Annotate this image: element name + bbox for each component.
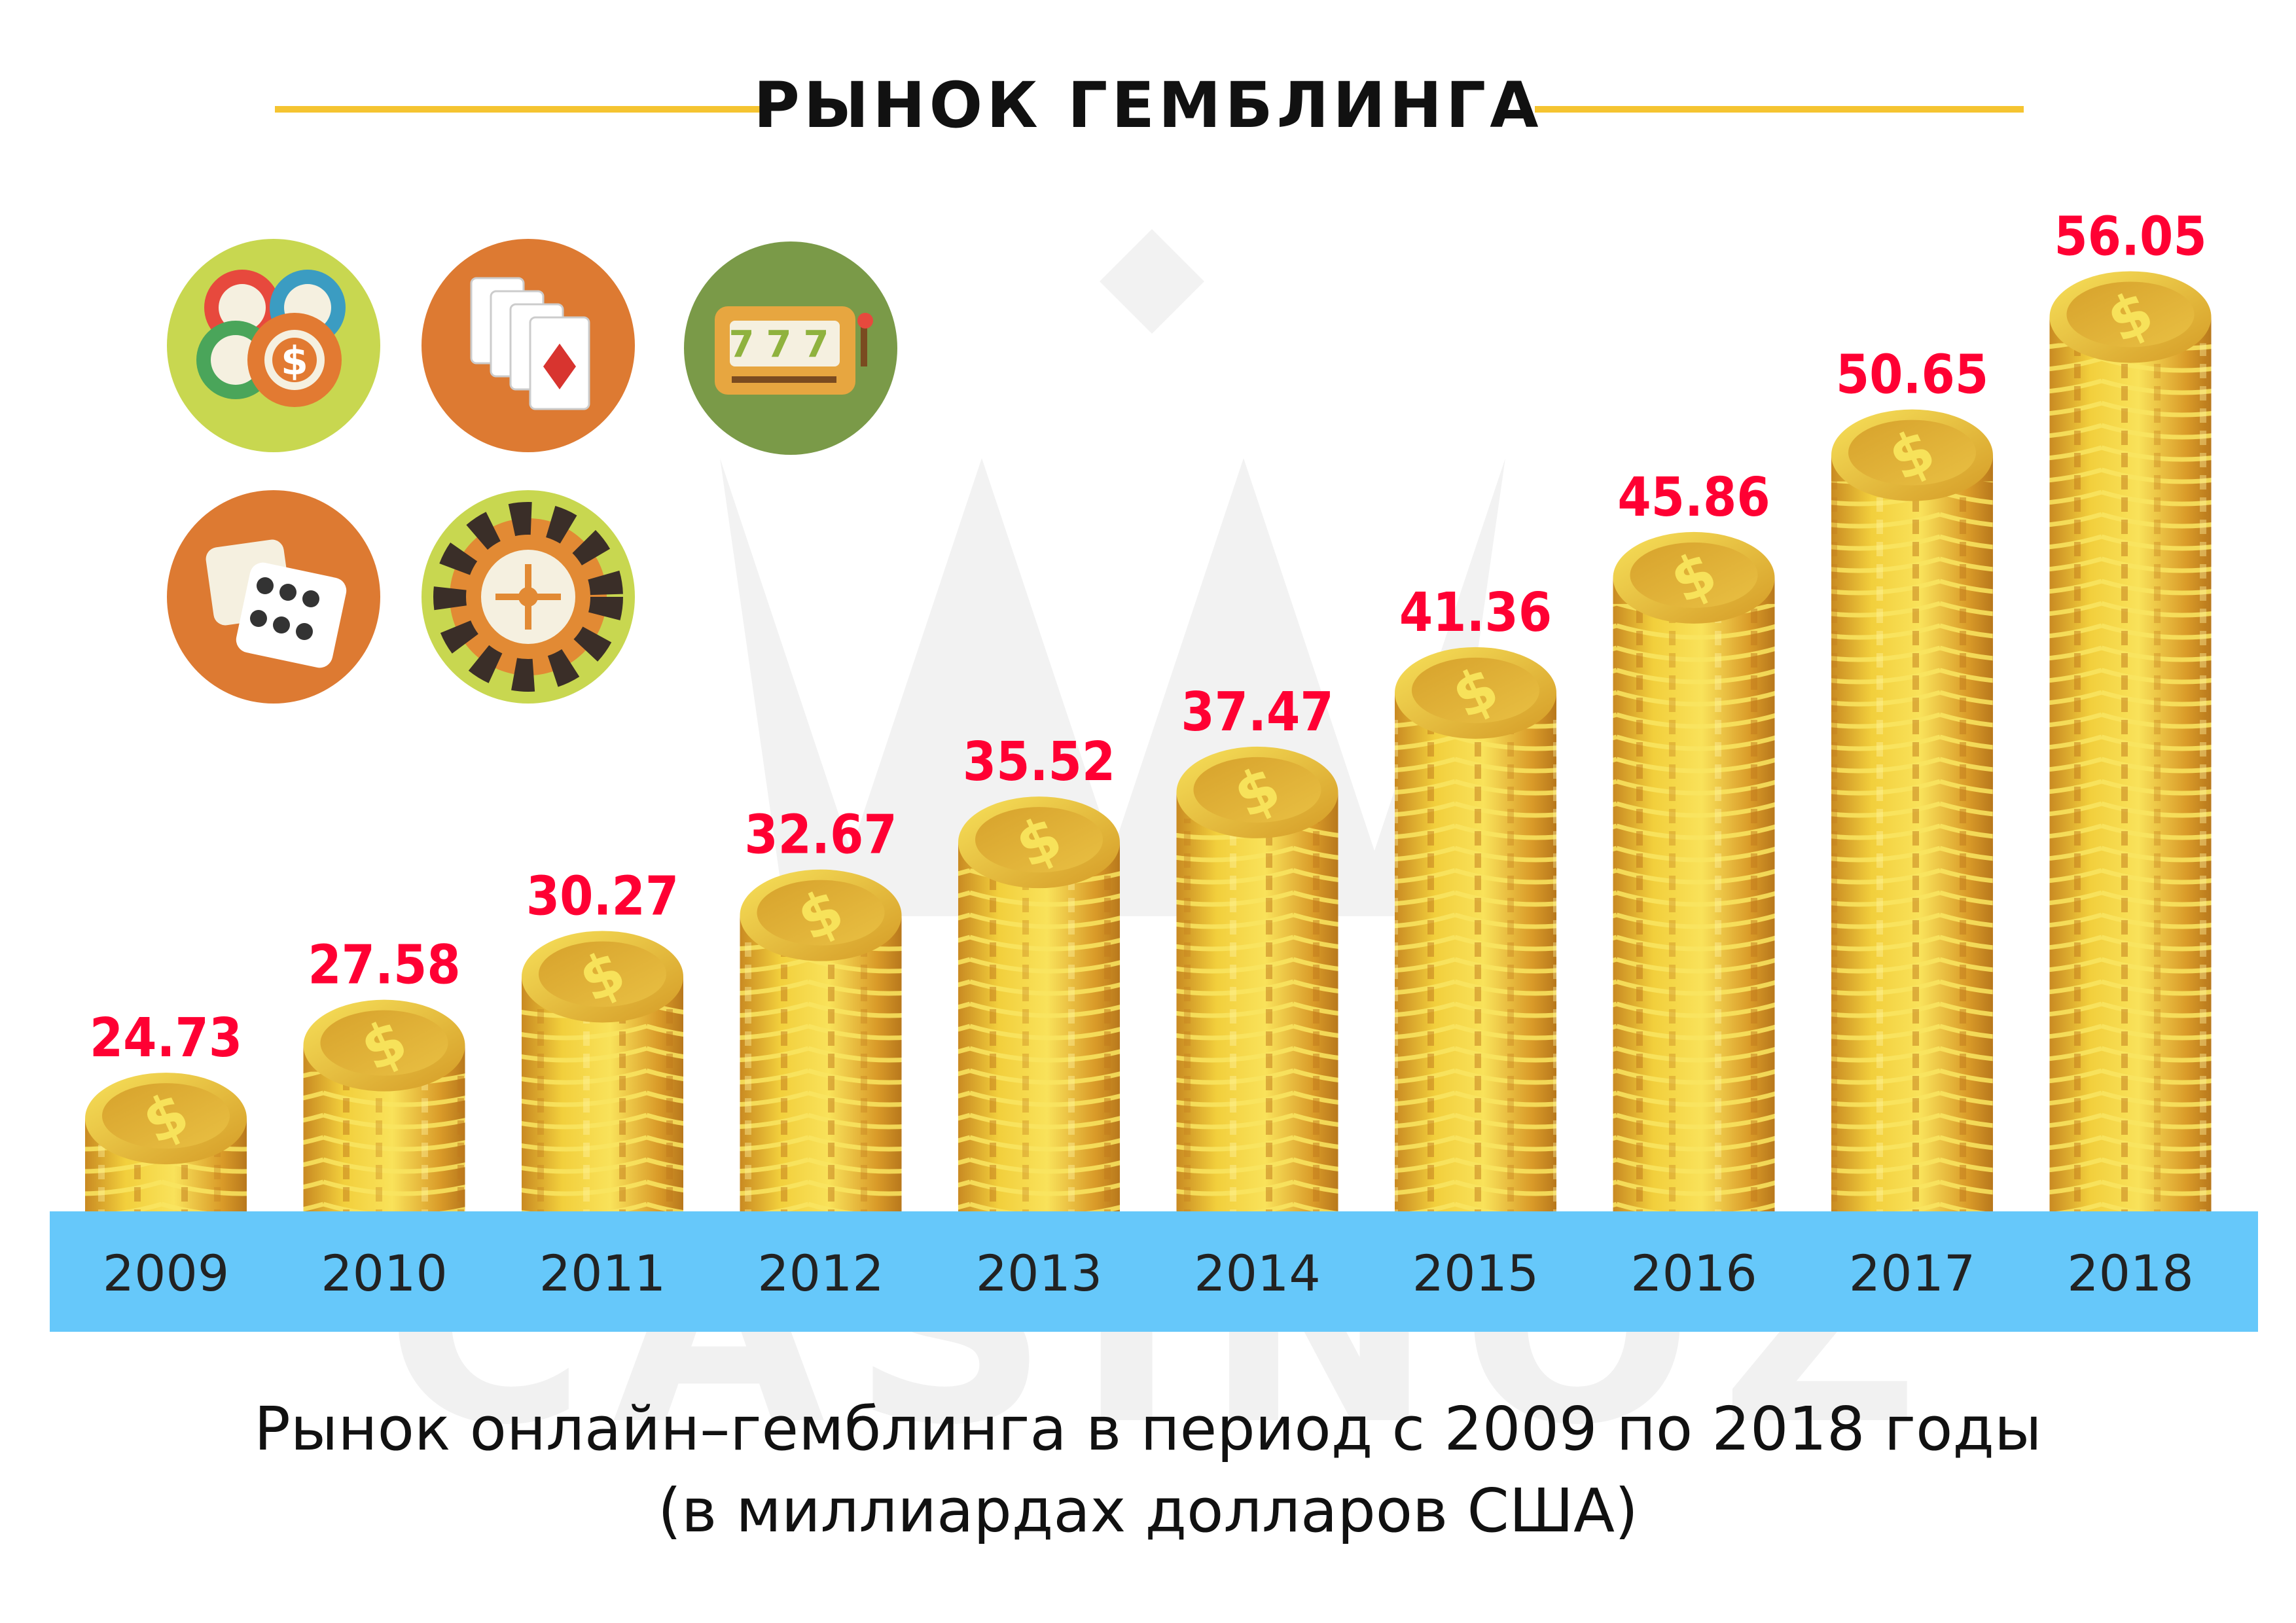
data-label: 32.67	[744, 804, 897, 866]
coin-stack-ridges	[740, 941, 902, 1211]
chart-subtitle-line-2: (в миллиардах долларов США)	[658, 1476, 1638, 1546]
coin-stack-bar-2013: $35.52	[958, 731, 1120, 1211]
x-tick-label: 2009	[103, 1244, 229, 1302]
coin-face	[539, 941, 666, 1007]
playing-cards-icon	[422, 239, 635, 452]
data-label: 24.73	[90, 1007, 242, 1069]
data-label: 37.47	[1181, 681, 1333, 743]
coin-stack-ridges	[1395, 719, 1556, 1211]
chart-title: РЫНОК ГЕМБЛИНГА	[753, 69, 1543, 142]
chart-subtitle-line-1: Рынок онлайн–гемблинга в период с 2009 п…	[254, 1394, 2042, 1464]
data-label: 27.58	[308, 935, 460, 997]
x-tick-label: 2016	[1630, 1244, 1757, 1302]
data-label: 41.36	[1399, 582, 1552, 644]
dice-icon	[167, 490, 380, 704]
roulette-icon	[422, 490, 635, 704]
data-label: 30.27	[526, 865, 679, 927]
coin-stack-ridges	[1176, 818, 1338, 1211]
x-tick-label: 2013	[976, 1244, 1102, 1302]
data-label: 56.05	[2054, 205, 2206, 268]
slot-machine-icon: 777	[684, 241, 897, 455]
x-tick-label: 2017	[1849, 1244, 1975, 1302]
coin-face	[1848, 419, 1976, 486]
coin-face	[1193, 757, 1321, 823]
coin-stack-bar-2016: $45.86	[1613, 467, 1775, 1211]
slot-reels-text: 777	[729, 323, 841, 366]
coin-face	[1630, 542, 1758, 608]
svg-text:$: $	[281, 338, 308, 384]
x-axis-band	[50, 1211, 2258, 1332]
coin-stack-bar-2018: $56.05	[2049, 205, 2212, 1212]
coin-stack-ridges	[522, 1003, 683, 1211]
coin-face	[102, 1083, 230, 1149]
data-label: 50.65	[1836, 344, 1988, 406]
x-tick-label: 2015	[1412, 1244, 1539, 1302]
coin-stack-bar-2011: $30.27	[522, 865, 683, 1211]
x-tick-label: 2014	[1194, 1244, 1320, 1302]
coin-stack-bar-2014: $37.47	[1176, 681, 1338, 1211]
coin-stack-ridges	[1613, 603, 1775, 1211]
coin-stack-bar-2009: $24.73	[85, 1007, 247, 1211]
coin-stack-bar-2015: $41.36	[1395, 582, 1556, 1211]
data-label: 35.52	[963, 731, 1115, 793]
x-tick-label: 2011	[539, 1244, 666, 1302]
coin-face	[975, 807, 1103, 873]
coin-stack-ridges	[2049, 343, 2212, 1211]
coin-face	[2066, 281, 2195, 348]
coin-stack-ridges	[958, 868, 1120, 1211]
coin-face	[320, 1010, 448, 1076]
casino-chips-icon: $	[167, 239, 380, 452]
x-tick-label: 2010	[321, 1244, 447, 1302]
x-tick-label: 2012	[757, 1244, 884, 1302]
coin-face	[1412, 657, 1539, 723]
coin-stack-ridges	[1831, 481, 1993, 1211]
coin-stack-bar-2010: $27.58	[303, 935, 465, 1211]
data-label: 45.86	[1617, 467, 1770, 529]
coin-stack-ridges	[303, 1071, 465, 1211]
x-tick-label: 2018	[2067, 1244, 2193, 1302]
coin-stack-bar-2017: $50.65	[1831, 344, 1993, 1211]
coin-face	[757, 880, 885, 946]
coin-stack-bar-2012: $32.67	[740, 804, 902, 1211]
